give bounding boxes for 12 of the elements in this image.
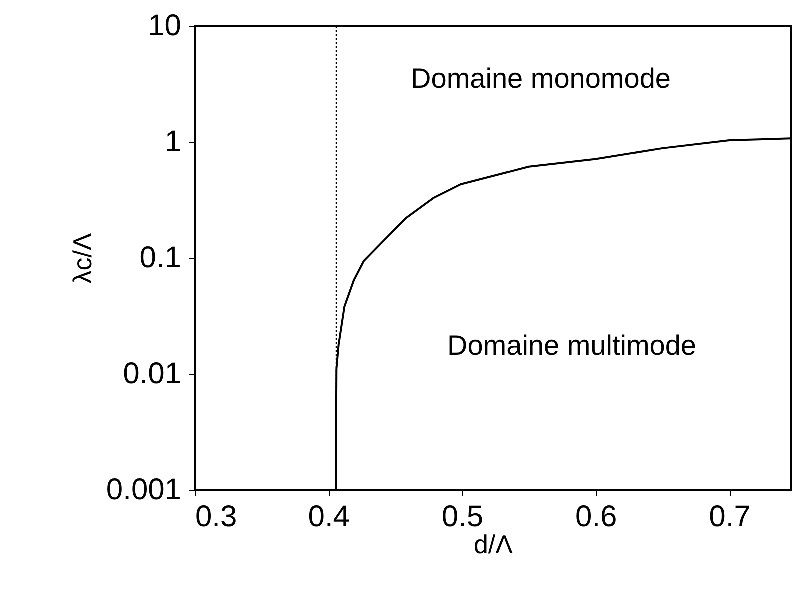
y-tick-label: 1	[164, 126, 182, 158]
annotation: Domaine multimode	[448, 330, 696, 361]
y-tick-label: 0.1	[140, 242, 182, 274]
x-tick-label: 0.7	[709, 500, 751, 534]
y-tick-label: 0.001	[106, 474, 182, 506]
annotation: Domaine monomode	[411, 63, 671, 94]
y-axis-title: λc/Λ	[67, 232, 98, 284]
x-tick-label: 0.4	[308, 500, 350, 534]
y-tick-label: 0.01	[123, 358, 182, 390]
x-tick-label: 0.6	[576, 500, 618, 534]
x-tick-label: 0.3	[196, 500, 238, 534]
y-tick-label: 10	[148, 10, 182, 42]
